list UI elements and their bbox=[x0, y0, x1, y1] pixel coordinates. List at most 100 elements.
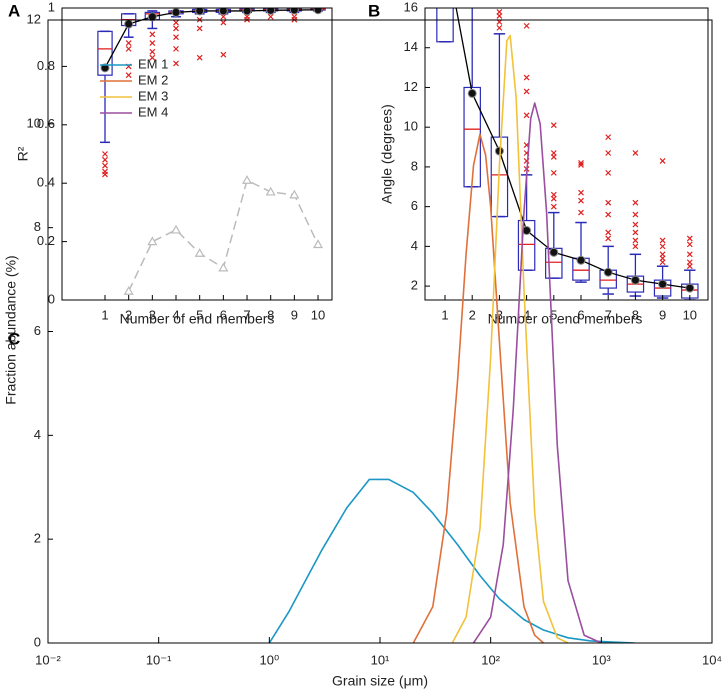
outlier bbox=[632, 237, 639, 244]
x-tick-label: 10² bbox=[481, 652, 500, 667]
y-axis-title: R² bbox=[15, 146, 31, 161]
x-tick-label: 8 bbox=[267, 307, 274, 322]
outlier bbox=[102, 151, 108, 157]
x-tick-label: 10⁻² bbox=[35, 652, 61, 667]
outlier bbox=[632, 150, 639, 156]
outlier bbox=[605, 211, 612, 218]
y-tick-label: 1 bbox=[48, 0, 55, 14]
y-tick-label: 16 bbox=[404, 0, 418, 14]
x-axis-title: Grain size (μm) bbox=[332, 673, 428, 689]
mean-line bbox=[104, 9, 319, 69]
outlier bbox=[173, 45, 179, 52]
y-tick-label: 6 bbox=[34, 323, 41, 338]
x-tick-label: 10⁰ bbox=[259, 652, 279, 667]
outlier bbox=[605, 235, 612, 242]
legend-label: EM 1 bbox=[138, 56, 168, 71]
reference-marker bbox=[312, 239, 324, 249]
outlier bbox=[149, 54, 156, 61]
box bbox=[517, 219, 536, 271]
outlier bbox=[578, 162, 584, 168]
y-tick-label: 0.4 bbox=[37, 175, 55, 190]
x-tick-label: 7 bbox=[243, 307, 250, 322]
legend-label: EM 4 bbox=[138, 104, 168, 119]
outlier bbox=[220, 19, 227, 26]
mean-marker bbox=[147, 12, 157, 22]
panel-label: C bbox=[8, 329, 20, 348]
reference-marker bbox=[265, 186, 276, 196]
plot-area bbox=[97, 8, 326, 295]
outlier bbox=[125, 40, 132, 46]
plot-area bbox=[268, 34, 635, 643]
reference-marker bbox=[123, 286, 134, 295]
y-tick-label: 10 bbox=[27, 115, 41, 130]
mean-line bbox=[455, 8, 690, 289]
x-tick-label: 2 bbox=[469, 307, 476, 322]
mean-marker bbox=[289, 8, 299, 15]
legend-label: EM 3 bbox=[138, 88, 168, 103]
y-tick-label: 12 bbox=[27, 11, 41, 26]
outlier bbox=[686, 235, 693, 242]
outlier bbox=[686, 263, 693, 270]
reference-marker bbox=[289, 189, 300, 199]
x-tick-label: 1 bbox=[441, 307, 448, 322]
outlier bbox=[125, 72, 132, 79]
x-tick-label: 9 bbox=[291, 307, 298, 322]
x-tick-label: 10 bbox=[683, 307, 697, 322]
outlier bbox=[578, 209, 584, 216]
panel-label: B bbox=[368, 1, 380, 20]
y-tick-label: 0.8 bbox=[37, 58, 55, 73]
outlier bbox=[578, 197, 584, 204]
x-tick-label: 10³ bbox=[592, 652, 611, 667]
plot-frame bbox=[61, 7, 333, 301]
outlier bbox=[632, 229, 639, 236]
outlier bbox=[149, 40, 156, 46]
outlier bbox=[173, 19, 179, 26]
outlier bbox=[605, 229, 612, 236]
outlier bbox=[550, 154, 557, 160]
outlier bbox=[523, 112, 530, 119]
x-tick-label: 5 bbox=[196, 307, 203, 322]
mean-marker bbox=[242, 8, 252, 16]
plot-frame bbox=[424, 7, 709, 301]
legend-label: EM 2 bbox=[138, 72, 168, 87]
x-tick-label: 10 bbox=[311, 307, 325, 322]
mean-marker bbox=[266, 8, 276, 15]
mean-marker bbox=[576, 255, 586, 265]
outlier bbox=[659, 158, 666, 164]
x-tick-label: 6 bbox=[577, 307, 584, 322]
mean-marker bbox=[100, 63, 110, 73]
y-tick-label: 0 bbox=[34, 634, 41, 649]
x-tick-label: 3 bbox=[149, 307, 156, 322]
outlier bbox=[173, 60, 179, 67]
outlier bbox=[196, 54, 203, 61]
outlier bbox=[173, 25, 179, 32]
y-tick-label: 0.2 bbox=[37, 233, 55, 248]
y-tick-label: 6 bbox=[411, 198, 418, 213]
outlier bbox=[686, 241, 693, 248]
y-tick-label: 12 bbox=[404, 79, 418, 94]
mean-marker bbox=[313, 8, 323, 15]
box bbox=[97, 30, 113, 76]
outlier bbox=[220, 51, 227, 58]
mean-marker bbox=[658, 279, 668, 289]
outlier bbox=[632, 211, 639, 218]
x-tick-label: 10⁴ bbox=[702, 652, 722, 667]
x-tick-label: 2 bbox=[125, 307, 132, 322]
reference-marker bbox=[194, 248, 205, 257]
outlier bbox=[496, 13, 503, 19]
outlier bbox=[196, 25, 203, 32]
y-tick-label: 8 bbox=[411, 158, 418, 173]
panel-label: A bbox=[8, 1, 20, 20]
mean-marker bbox=[171, 8, 181, 17]
x-tick-label: 10¹ bbox=[371, 652, 390, 667]
outlier bbox=[496, 24, 503, 31]
outlier bbox=[605, 150, 612, 156]
x-axis-title: Number of end members bbox=[488, 311, 643, 327]
mean-marker bbox=[124, 19, 134, 29]
mean-marker bbox=[195, 8, 205, 16]
y-tick-label: 10 bbox=[404, 119, 418, 134]
x-tick-label: 4 bbox=[172, 307, 179, 322]
y-tick-label: 0.6 bbox=[37, 116, 55, 131]
